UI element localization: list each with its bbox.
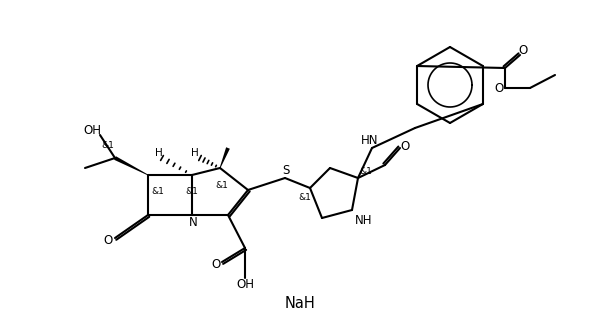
Text: &1: &1 <box>298 192 312 202</box>
Text: H: H <box>155 148 163 158</box>
Text: &1: &1 <box>216 181 229 190</box>
Text: &1: &1 <box>101 140 115 150</box>
Polygon shape <box>114 156 148 176</box>
Text: NaH: NaH <box>285 295 315 310</box>
Polygon shape <box>220 147 230 168</box>
Text: OH: OH <box>236 279 254 292</box>
Text: OH: OH <box>83 124 101 137</box>
Text: HN: HN <box>361 134 378 147</box>
Text: O: O <box>211 257 221 270</box>
Text: S: S <box>282 163 290 176</box>
Text: N: N <box>189 216 198 229</box>
Text: NH: NH <box>355 214 373 227</box>
Text: &1: &1 <box>186 188 198 197</box>
Text: &1: &1 <box>152 188 164 197</box>
Text: O: O <box>518 45 528 58</box>
Text: O: O <box>103 233 113 246</box>
Text: &1: &1 <box>359 167 373 176</box>
Text: O: O <box>494 83 504 96</box>
Text: H: H <box>191 148 199 158</box>
Text: O: O <box>401 139 410 152</box>
